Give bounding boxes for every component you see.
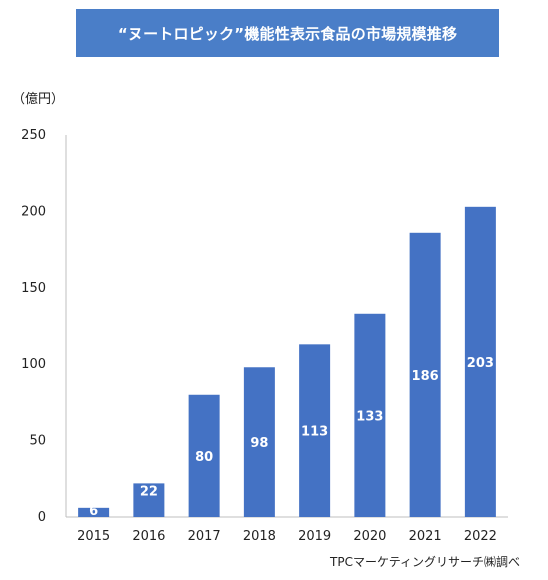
bar-value-label: 203 (467, 356, 494, 371)
x-tick-label: 2019 (298, 529, 331, 544)
bar-value-label: 6 (89, 504, 98, 519)
y-tick-label: 100 (21, 357, 46, 372)
x-tick-label: 2015 (77, 529, 110, 544)
bar-2018 (243, 367, 275, 517)
bar-2017 (188, 394, 220, 517)
y-tick-label: 50 (29, 434, 46, 449)
source-credit: TPCマーケティングリサーチ㈱調べ (330, 555, 520, 569)
bar-value-label: 113 (301, 425, 328, 440)
x-tick-label: 2022 (464, 529, 497, 544)
bar-2020 (354, 313, 386, 517)
bar-value-label: 80 (195, 450, 213, 465)
bar-value-label: 186 (412, 369, 439, 384)
y-tick-label: 150 (21, 281, 46, 296)
bar-2022 (464, 206, 496, 518)
x-tick-label: 2017 (188, 529, 221, 544)
bar-2019 (299, 344, 331, 517)
y-tick-label: 0 (38, 510, 46, 525)
bar-2016 (133, 483, 165, 517)
x-tick-label: 2020 (353, 529, 386, 544)
x-tick-label: 2016 (132, 529, 165, 544)
y-tick-label: 250 (21, 128, 46, 143)
x-tick-label: 2018 (243, 529, 276, 544)
y-tick-label: 200 (21, 204, 46, 219)
bar-2015 (78, 507, 110, 517)
bar-2021 (409, 232, 441, 518)
y-axis-unit-label: （億円） (12, 92, 65, 107)
bar-value-label: 98 (250, 436, 268, 451)
x-tick-label: 2021 (409, 529, 442, 544)
bar-value-label: 133 (356, 409, 383, 424)
bar-value-label: 22 (140, 484, 158, 499)
chart-title-banner: “ヌートロピック”機能性表示食品の市場規模推移 (76, 9, 499, 57)
chart-title: “ヌートロピック”機能性表示食品の市場規模推移 (117, 24, 458, 43)
